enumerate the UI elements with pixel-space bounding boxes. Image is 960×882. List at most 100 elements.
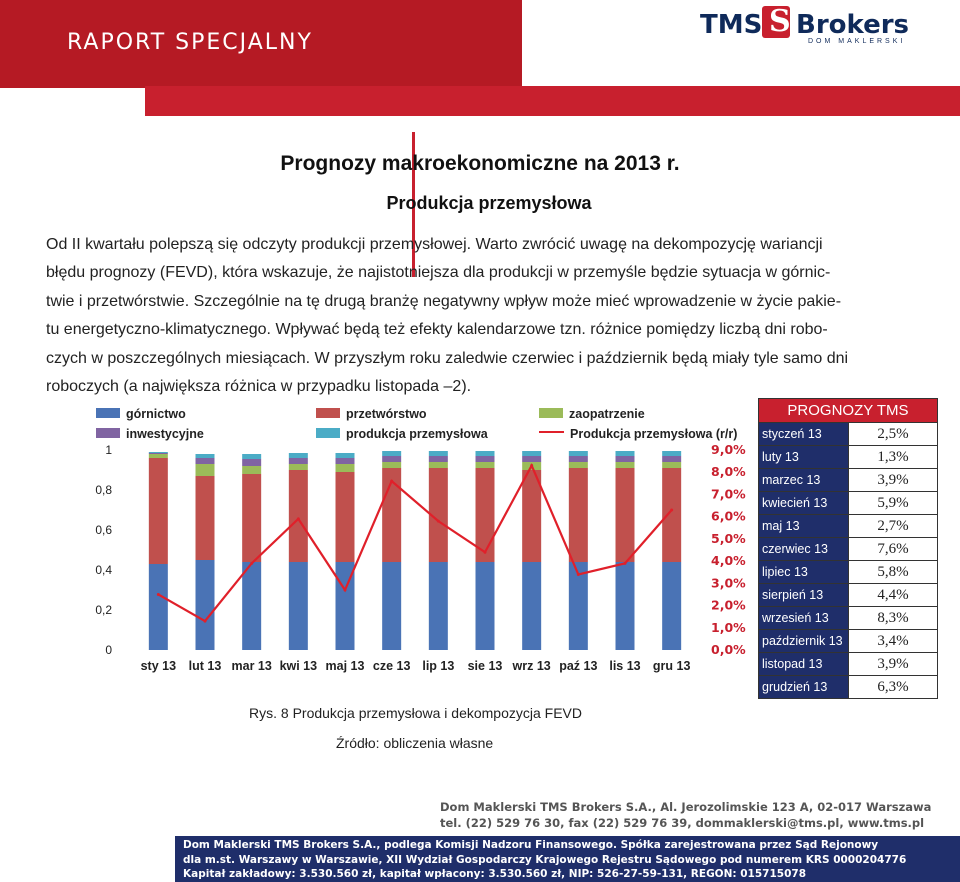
y-tick-label: 1 bbox=[105, 443, 112, 457]
forecast-table-body: styczeń 13 2,5% luty 13 1,3% marzec 13 3,9% kw… bbox=[758, 422, 938, 699]
fevd-chart: górnictwo przetwórstwo zaopatrzenie inwesty… bbox=[95, 407, 746, 673]
bar-segment bbox=[148, 452, 168, 453]
bar-segment bbox=[615, 562, 635, 650]
bar-segment bbox=[288, 562, 308, 650]
y-tick-label: 0,4 bbox=[95, 563, 112, 577]
forecast-month: maj 13 bbox=[758, 514, 849, 538]
bar-segment bbox=[242, 466, 262, 474]
x-tick-label: cze 13 bbox=[373, 659, 411, 673]
paragraph-line: twie i przetwórstwie. Szczególnie na tę … bbox=[46, 292, 842, 310]
growth-point bbox=[576, 572, 580, 576]
bar-segment bbox=[615, 456, 635, 462]
legend-label: produkcja przemysłowa bbox=[346, 427, 489, 441]
y-tick-label: 0 bbox=[105, 643, 112, 657]
forecast-row: lipiec 13 5,8% bbox=[758, 560, 938, 584]
logo-subtitle: DOM MAKLERSKI bbox=[808, 38, 906, 45]
logo-s-icon: S bbox=[762, 4, 791, 39]
bar-segment bbox=[242, 459, 262, 466]
legend-label: przetwórstwo bbox=[346, 407, 427, 421]
legend-label: zaopatrzenie bbox=[569, 407, 645, 421]
forecast-value: 8,3% bbox=[848, 606, 938, 630]
section-heading: Produkcja przemysłowa bbox=[386, 193, 592, 213]
y2-tick-label: 1,0% bbox=[711, 620, 746, 635]
y-tick-label: 0,6 bbox=[95, 523, 112, 537]
growth-point bbox=[203, 619, 207, 623]
x-tick-label: kwi 13 bbox=[280, 659, 318, 673]
bar-segment bbox=[148, 564, 168, 650]
bar-segment bbox=[335, 464, 355, 472]
bar-segment bbox=[615, 468, 635, 562]
bar-segment bbox=[148, 458, 168, 564]
bar-segment bbox=[242, 562, 262, 650]
forecast-month: sierpień 13 bbox=[758, 583, 849, 607]
bar-segment bbox=[428, 451, 448, 456]
bar-segment bbox=[382, 451, 402, 456]
growth-point bbox=[483, 550, 487, 554]
bar-segment bbox=[428, 456, 448, 462]
forecast-month: październik 13 bbox=[758, 629, 849, 653]
x-tick-label: lut 13 bbox=[189, 659, 222, 673]
growth-point bbox=[296, 517, 300, 521]
forecast-row: sierpień 13 4,4% bbox=[758, 583, 938, 607]
bar-segment bbox=[522, 456, 542, 462]
footer-address: Dom Maklerski TMS Brokers S.A., Al. Jero… bbox=[440, 799, 931, 831]
figure-source: Źródło: obliczenia własne bbox=[336, 735, 494, 751]
growth-line bbox=[157, 463, 673, 623]
bar-segment bbox=[662, 451, 682, 456]
forecast-row: listopad 13 3,9% bbox=[758, 652, 938, 676]
x-tick-label: sie 13 bbox=[468, 659, 503, 673]
bar-segment bbox=[288, 464, 308, 470]
legend-swatch bbox=[316, 428, 340, 438]
bar-segment bbox=[242, 474, 262, 562]
forecast-value: 2,5% bbox=[848, 422, 938, 446]
forecast-value: 7,6% bbox=[848, 537, 938, 561]
bar-segment bbox=[288, 458, 308, 464]
legend-swatch bbox=[316, 408, 340, 418]
header-stripe bbox=[145, 86, 960, 116]
x-tick-label: lip 13 bbox=[422, 659, 454, 673]
bar-segment bbox=[195, 560, 215, 650]
forecast-row: styczeń 13 2,5% bbox=[758, 422, 938, 446]
y-tick-label: 0,2 bbox=[95, 603, 112, 617]
x-tick-label: lis 13 bbox=[609, 659, 640, 673]
bar-segment bbox=[288, 470, 308, 562]
forecast-month: luty 13 bbox=[758, 445, 849, 469]
bar-segment bbox=[382, 462, 402, 468]
bar-segment bbox=[428, 468, 448, 562]
forecast-table-title: PROGNOZY TMS bbox=[758, 398, 938, 423]
forecast-row: październik 13 3,4% bbox=[758, 629, 938, 653]
logo-tms-text: TMS bbox=[700, 10, 763, 40]
forecast-month: kwiecień 13 bbox=[758, 491, 849, 515]
bar-segment bbox=[615, 451, 635, 456]
accent-line bbox=[412, 132, 415, 277]
figure-caption: Rys. 8 Produkcja przemysłowa i dekompozy… bbox=[249, 705, 583, 721]
forecast-value: 4,4% bbox=[848, 583, 938, 607]
forecast-row: czerwiec 13 7,6% bbox=[758, 537, 938, 561]
bar-segment bbox=[428, 462, 448, 468]
bar-segment bbox=[475, 451, 495, 456]
article-paragraph: Od II kwartału polepszą się odczyty prod… bbox=[46, 231, 936, 401]
forecast-month: czerwiec 13 bbox=[758, 537, 849, 561]
paragraph-line: roboczych (a największa różnica w przypa… bbox=[46, 378, 472, 396]
report-title: RAPORT SPECJALNY bbox=[67, 30, 313, 55]
legend-label: górnictwo bbox=[126, 407, 186, 421]
growth-point bbox=[343, 588, 347, 592]
tms-brokers-logo: TMS S Brokers DOM MAKLERSKI bbox=[700, 4, 910, 45]
paragraph-line: Od II kwartału polepszą się odczyty prod… bbox=[46, 236, 823, 253]
forecast-month: listopad 13 bbox=[758, 652, 849, 676]
paragraph-line: błędu prognozy (FEVD), która wskazuje, ż… bbox=[46, 264, 831, 282]
growth-point bbox=[390, 479, 394, 483]
bar-segment bbox=[522, 470, 542, 562]
y2-tick-label: 8,0% bbox=[711, 464, 746, 479]
footer-bar bbox=[175, 836, 960, 882]
forecast-value: 3,4% bbox=[848, 629, 938, 653]
bar-segment bbox=[662, 456, 682, 462]
forecast-value: 3,9% bbox=[848, 652, 938, 676]
forecast-month: grudzień 13 bbox=[758, 675, 849, 699]
bar-segment bbox=[662, 468, 682, 562]
forecast-month: wrzesień 13 bbox=[758, 606, 849, 630]
growth-point bbox=[436, 519, 440, 523]
forecast-value: 1,3% bbox=[848, 445, 938, 469]
y2-tick-label: 0,0% bbox=[711, 642, 746, 657]
bar-segment bbox=[335, 472, 355, 562]
